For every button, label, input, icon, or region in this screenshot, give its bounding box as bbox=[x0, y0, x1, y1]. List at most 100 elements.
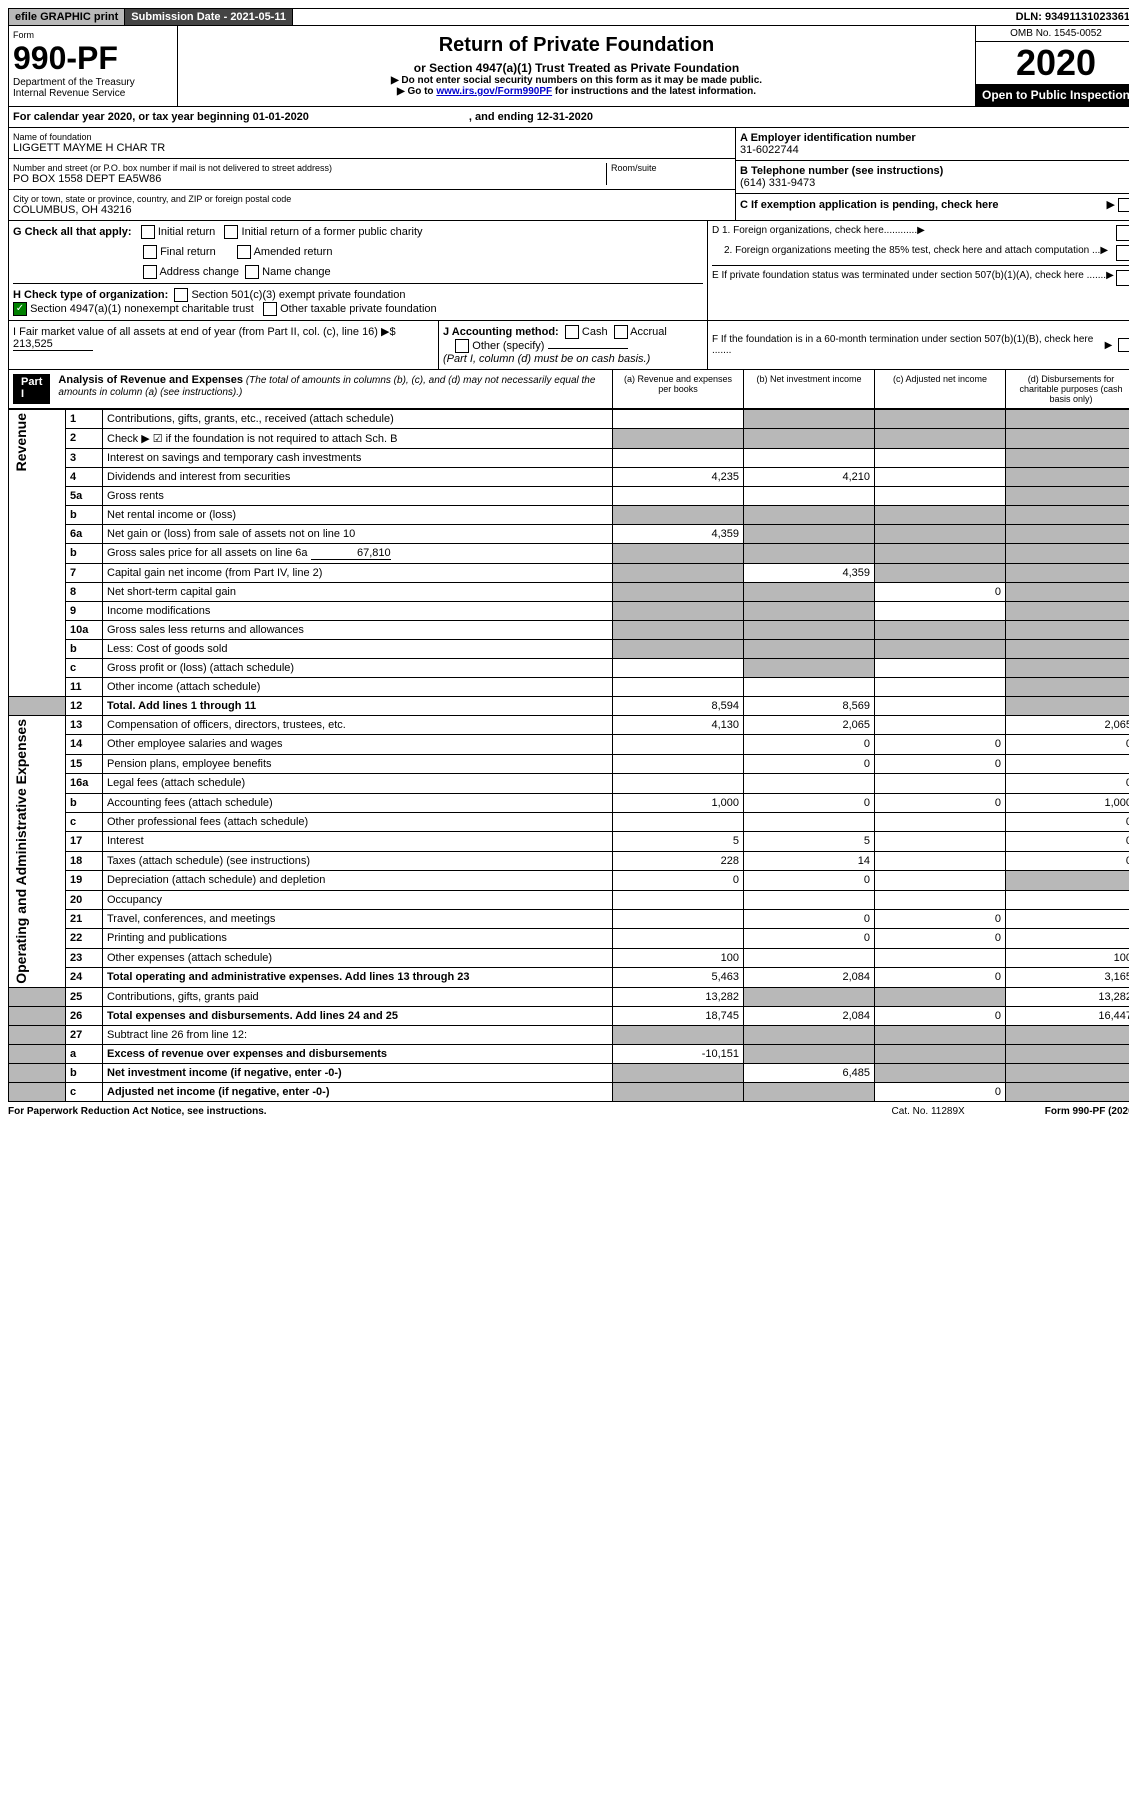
l24-a: 5,463 bbox=[613, 968, 744, 988]
l26-d: 16,447 bbox=[1006, 1006, 1129, 1025]
g-label: G Check all that apply: bbox=[13, 226, 132, 238]
dept-label: Department of the Treasury Internal Reve… bbox=[13, 77, 173, 99]
opadmin-side: Operating and Administrative Expenses bbox=[13, 719, 29, 984]
final-return-cb[interactable] bbox=[143, 245, 157, 259]
analysis-table: Revenue 1Contributions, gifts, grants, e… bbox=[8, 409, 1129, 1102]
part-i-header: Part I Analysis of Revenue and Expenses … bbox=[8, 370, 1129, 409]
d2-cb[interactable] bbox=[1116, 245, 1129, 261]
l4-b: 4,210 bbox=[744, 468, 875, 487]
l15: Pension plans, employee benefits bbox=[103, 754, 613, 773]
cash-cb[interactable] bbox=[565, 325, 579, 339]
accrual-cb[interactable] bbox=[614, 325, 628, 339]
cal-end: , and ending 12-31-2020 bbox=[469, 111, 593, 123]
l13-b: 2,065 bbox=[744, 716, 875, 735]
s4947-cb[interactable]: ✓ bbox=[13, 302, 27, 316]
addr-label: Number and street (or P.O. box number if… bbox=[13, 163, 606, 173]
footer-left: For Paperwork Reduction Act Notice, see … bbox=[8, 1106, 267, 1117]
c-label: C If exemption application is pending, c… bbox=[740, 199, 999, 211]
footer-mid: Cat. No. 11289X bbox=[892, 1106, 965, 1117]
l10b: Less: Cost of goods sold bbox=[103, 640, 613, 659]
omb-number: OMB No. 1545-0052 bbox=[976, 26, 1129, 42]
s501-cb[interactable] bbox=[174, 288, 188, 302]
cash-label: Cash bbox=[582, 326, 608, 338]
revenue-side: Revenue bbox=[13, 413, 29, 471]
foundation-name: LIGGETT MAYME H CHAR TR bbox=[13, 142, 731, 154]
f-label: F If the foundation is in a 60-month ter… bbox=[712, 334, 1105, 356]
other-spec-cb[interactable] bbox=[455, 339, 469, 353]
initial-return-label: Initial return bbox=[158, 226, 215, 238]
d1-cb[interactable] bbox=[1116, 225, 1129, 241]
l27c-c: 0 bbox=[875, 1082, 1006, 1101]
d2-label: 2. Foreign organizations meeting the 85%… bbox=[712, 245, 1100, 256]
h-label: H Check type of organization: bbox=[13, 289, 168, 301]
l12-label: Total. Add lines 1 through 11 bbox=[107, 700, 256, 712]
s4947-label: Section 4947(a)(1) nonexempt charitable … bbox=[30, 303, 254, 315]
form-header: Form 990-PF Department of the Treasury I… bbox=[8, 26, 1129, 107]
addr-change-cb[interactable] bbox=[143, 265, 157, 279]
l1: Contributions, gifts, grants, etc., rece… bbox=[103, 410, 613, 429]
final-return-label: Final return bbox=[160, 246, 216, 258]
l8: Net short-term capital gain bbox=[103, 583, 613, 602]
l22: Printing and publications bbox=[103, 929, 613, 948]
l21-b: 0 bbox=[744, 910, 875, 929]
name-change-cb[interactable] bbox=[245, 265, 259, 279]
footer: For Paperwork Reduction Act Notice, see … bbox=[8, 1102, 1129, 1121]
dln-label: DLN: 93491131023361 bbox=[1010, 9, 1129, 25]
f-cb[interactable] bbox=[1118, 338, 1129, 352]
l4: Dividends and interest from securities bbox=[103, 468, 613, 487]
efile-label[interactable]: efile GRAPHIC print bbox=[9, 9, 125, 25]
l19: Depreciation (attach schedule) and deple… bbox=[103, 871, 613, 890]
instr-2: ▶ Go to www.irs.gov/Form990PF for instru… bbox=[182, 86, 971, 97]
top-bar: efile GRAPHIC print Submission Date - 20… bbox=[8, 8, 1129, 26]
l27b-label: Net investment income (if negative, ente… bbox=[107, 1067, 342, 1079]
room-label: Room/suite bbox=[611, 163, 731, 173]
instr-link[interactable]: www.irs.gov/Form990PF bbox=[436, 86, 552, 97]
l19-a: 0 bbox=[613, 871, 744, 890]
l8-c: 0 bbox=[875, 583, 1006, 602]
other-tax-cb[interactable] bbox=[263, 302, 277, 316]
l5b: Net rental income or (loss) bbox=[103, 506, 613, 525]
l22-b: 0 bbox=[744, 929, 875, 948]
l18-b: 14 bbox=[744, 851, 875, 870]
l26: Total expenses and disbursements. Add li… bbox=[103, 1006, 613, 1025]
c-checkbox[interactable] bbox=[1118, 198, 1129, 212]
l27b: Net investment income (if negative, ente… bbox=[103, 1063, 613, 1082]
calendar-year-row: For calendar year 2020, or tax year begi… bbox=[8, 107, 1129, 128]
form-number: 990-PF bbox=[13, 40, 173, 77]
l17: Interest bbox=[103, 832, 613, 851]
initial-former-cb[interactable] bbox=[224, 225, 238, 239]
amended-cb[interactable] bbox=[237, 245, 251, 259]
l17-b: 5 bbox=[744, 832, 875, 851]
l27c: Adjusted net income (if negative, enter … bbox=[103, 1082, 613, 1101]
l13: Compensation of officers, directors, tru… bbox=[103, 716, 613, 735]
d1-label: D 1. Foreign organizations, check here..… bbox=[712, 225, 917, 236]
other-spec-label: Other (specify) bbox=[472, 340, 544, 352]
initial-return-cb[interactable] bbox=[141, 225, 155, 239]
l18-d: 0 bbox=[1006, 851, 1129, 870]
l23: Other expenses (attach schedule) bbox=[103, 948, 613, 967]
accrual-label: Accrual bbox=[630, 326, 667, 338]
checks-block: G Check all that apply: Initial return I… bbox=[8, 221, 1129, 321]
l20: Occupancy bbox=[103, 890, 613, 909]
l13-a: 4,130 bbox=[613, 716, 744, 735]
form-subtitle: or Section 4947(a)(1) Trust Treated as P… bbox=[182, 61, 971, 75]
submission-date: Submission Date - 2021-05-11 bbox=[125, 9, 293, 25]
l27c-label: Adjusted net income (if negative, enter … bbox=[107, 1086, 329, 1098]
l27b-b: 6,485 bbox=[744, 1063, 875, 1082]
l12-a: 8,594 bbox=[613, 697, 744, 716]
instr2-post: for instructions and the latest informat… bbox=[552, 86, 756, 97]
identification-block: Name of foundation LIGGETT MAYME H CHAR … bbox=[8, 128, 1129, 221]
l2: Check ▶ ☑ if the foundation is not requi… bbox=[103, 429, 613, 449]
l6a: Net gain or (loss) from sale of assets n… bbox=[103, 525, 613, 544]
l23-d: 100 bbox=[1006, 948, 1129, 967]
l15-c: 0 bbox=[875, 754, 1006, 773]
l10a: Gross sales less returns and allowances bbox=[103, 621, 613, 640]
e-cb[interactable] bbox=[1116, 270, 1129, 286]
l24-label: Total operating and administrative expen… bbox=[107, 971, 469, 983]
l13-d: 2,065 bbox=[1006, 716, 1129, 735]
city-state-zip: COLUMBUS, OH 43216 bbox=[13, 204, 731, 216]
name-change-label: Name change bbox=[262, 266, 331, 278]
l24: Total operating and administrative expen… bbox=[103, 968, 613, 988]
address: PO BOX 1558 DEPT EA5W86 bbox=[13, 173, 606, 185]
i-label: I Fair market value of all assets at end… bbox=[13, 326, 396, 338]
